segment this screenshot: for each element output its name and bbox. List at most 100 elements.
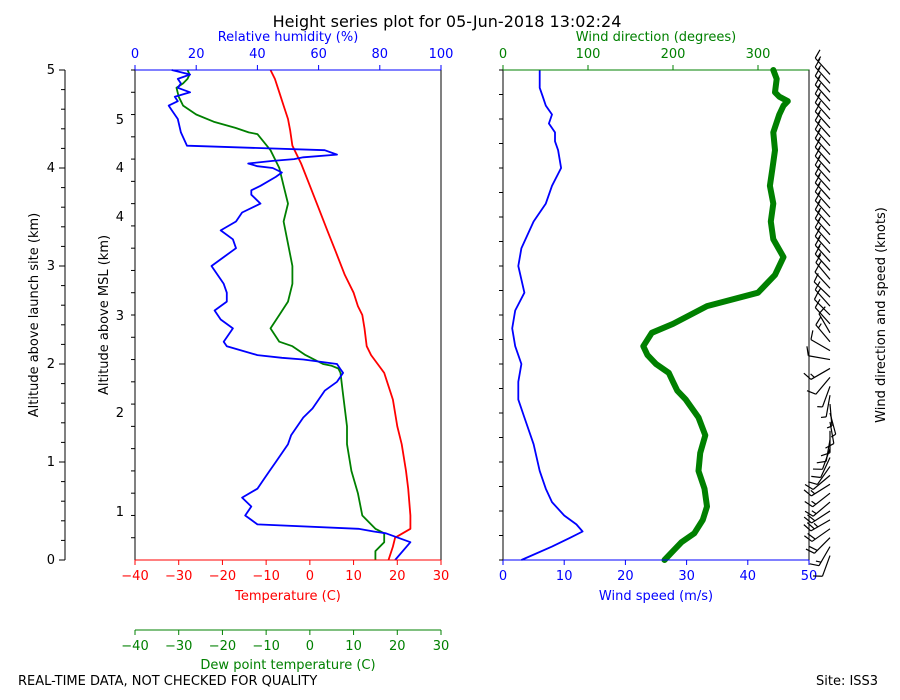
temperature-tick-label: 30 — [433, 569, 450, 584]
barb-feather — [803, 489, 812, 497]
barb-shaft — [810, 339, 831, 352]
barb-feather — [808, 545, 818, 551]
wind-barb — [803, 519, 831, 532]
dewpoint-tick-label: 30 — [433, 639, 450, 654]
wind-barb — [818, 306, 831, 334]
barb-half-feather — [817, 287, 822, 294]
wind-barb — [810, 330, 831, 352]
temperature-axis-label: Temperature (C) — [234, 589, 341, 604]
barb-feather — [806, 390, 817, 395]
barb-feather — [803, 372, 812, 380]
barb-feather — [804, 484, 814, 491]
barb-shaft — [812, 474, 831, 490]
wind-barb — [826, 404, 833, 429]
barb-feather — [807, 514, 816, 522]
humidity-axis-label: Relative humidity (%) — [218, 30, 359, 45]
barb-half-feather — [817, 163, 822, 169]
temperature-line — [269, 69, 412, 561]
dewpoint-tick-label: 10 — [345, 639, 362, 654]
site-tick-label: 3 — [47, 259, 55, 274]
wind-speed-tick-label: 10 — [556, 569, 573, 584]
wind-barb — [804, 501, 831, 517]
wind-barb — [806, 376, 831, 395]
wind-direction-axis-label: Wind direction (degrees) — [576, 30, 736, 45]
barb-shaft — [818, 313, 831, 334]
thermo-series-group — [167, 69, 412, 561]
barb-half-feather — [817, 189, 822, 196]
barb-shaft — [814, 299, 831, 316]
wind-axes-group: 0 10 20 30 40 50 0 100 200 300 — [499, 47, 817, 584]
barb-half-feather — [817, 100, 822, 106]
barb-half-feather — [817, 198, 822, 204]
wind-barb — [820, 395, 831, 419]
barb-half-feather — [826, 425, 833, 429]
wind-barb — [815, 254, 831, 280]
barb-feather — [815, 254, 822, 263]
barb-feather — [808, 481, 818, 486]
barb-shaft — [821, 555, 831, 577]
barb-half-feather — [817, 154, 822, 160]
humidity-tick-label: 80 — [372, 47, 389, 62]
humidity-tick-label: 20 — [188, 47, 205, 62]
barb-feather — [803, 524, 812, 532]
barb-half-feather — [817, 74, 822, 80]
quality-note: REAL-TIME DATA, NOT CHECKED FOR QUALITY — [18, 674, 318, 689]
barb-feather — [814, 49, 821, 59]
wind-barb — [805, 537, 831, 554]
barb-half-feather — [810, 489, 816, 495]
barb-half-feather — [830, 433, 837, 438]
dewpoint-tick-label: −20 — [209, 639, 236, 654]
site-tick-label: 1 — [47, 455, 55, 470]
wind-barb — [806, 346, 831, 361]
barb-shaft — [814, 307, 831, 325]
wind-barb — [804, 474, 831, 491]
wind-direction-tick-label: 100 — [576, 47, 601, 62]
site-tick-label: 5 — [47, 63, 55, 78]
msl-tick-label: 5 — [116, 113, 124, 128]
wind-barb — [803, 483, 831, 497]
barb-feather — [820, 452, 831, 457]
msl-axis-label: Altitude above MSL (km) — [97, 235, 112, 395]
humidity-tick-label: 100 — [429, 47, 454, 62]
barb-feather — [809, 563, 820, 567]
barb-half-feather — [817, 225, 822, 231]
barb-feather — [804, 535, 813, 542]
wind-speed-tick-label: 20 — [617, 569, 634, 584]
barb-half-feather — [817, 83, 822, 89]
barb-shaft — [825, 439, 831, 462]
wind-speed-tick-label: 40 — [740, 569, 757, 584]
barb-half-feather — [813, 522, 819, 528]
msl-tick-label: 1 — [116, 505, 124, 520]
barb-shaft — [816, 466, 831, 485]
barb-half-feather — [815, 560, 822, 563]
msl-tick-label: 4 — [116, 210, 124, 225]
barb-shaft — [815, 376, 831, 395]
wind-barb — [808, 466, 831, 486]
barb-half-feather — [817, 181, 822, 187]
humidity-tick-label: 40 — [249, 47, 266, 62]
humidity-tick-label: 60 — [310, 47, 327, 62]
dewpoint-tick-label: 20 — [389, 639, 406, 654]
barb-shaft — [813, 281, 831, 298]
barb-half-feather — [817, 65, 822, 71]
wind-barb — [809, 546, 831, 567]
wind-barb — [804, 492, 831, 508]
wind-barb — [817, 386, 831, 408]
barb-half-feather — [817, 56, 822, 62]
site-axis-label: Altitude above launch site (km) — [27, 213, 42, 417]
wind-direction-tick-label: 300 — [746, 47, 771, 62]
barb-half-feather — [817, 127, 822, 133]
dewpoint-tick-label: −10 — [252, 639, 279, 654]
barb-half-feather — [811, 500, 817, 505]
barb-shaft — [825, 395, 831, 417]
wind-barb — [814, 49, 831, 75]
barb-half-feather — [820, 416, 827, 419]
barb-half-feather — [817, 260, 822, 266]
barb-half-feather — [817, 145, 822, 151]
barb-half-feather — [817, 109, 822, 115]
barb-feather — [807, 533, 816, 540]
wind-barb — [812, 555, 831, 577]
wind-direction-line — [640, 67, 791, 563]
wind-barb — [803, 367, 831, 380]
